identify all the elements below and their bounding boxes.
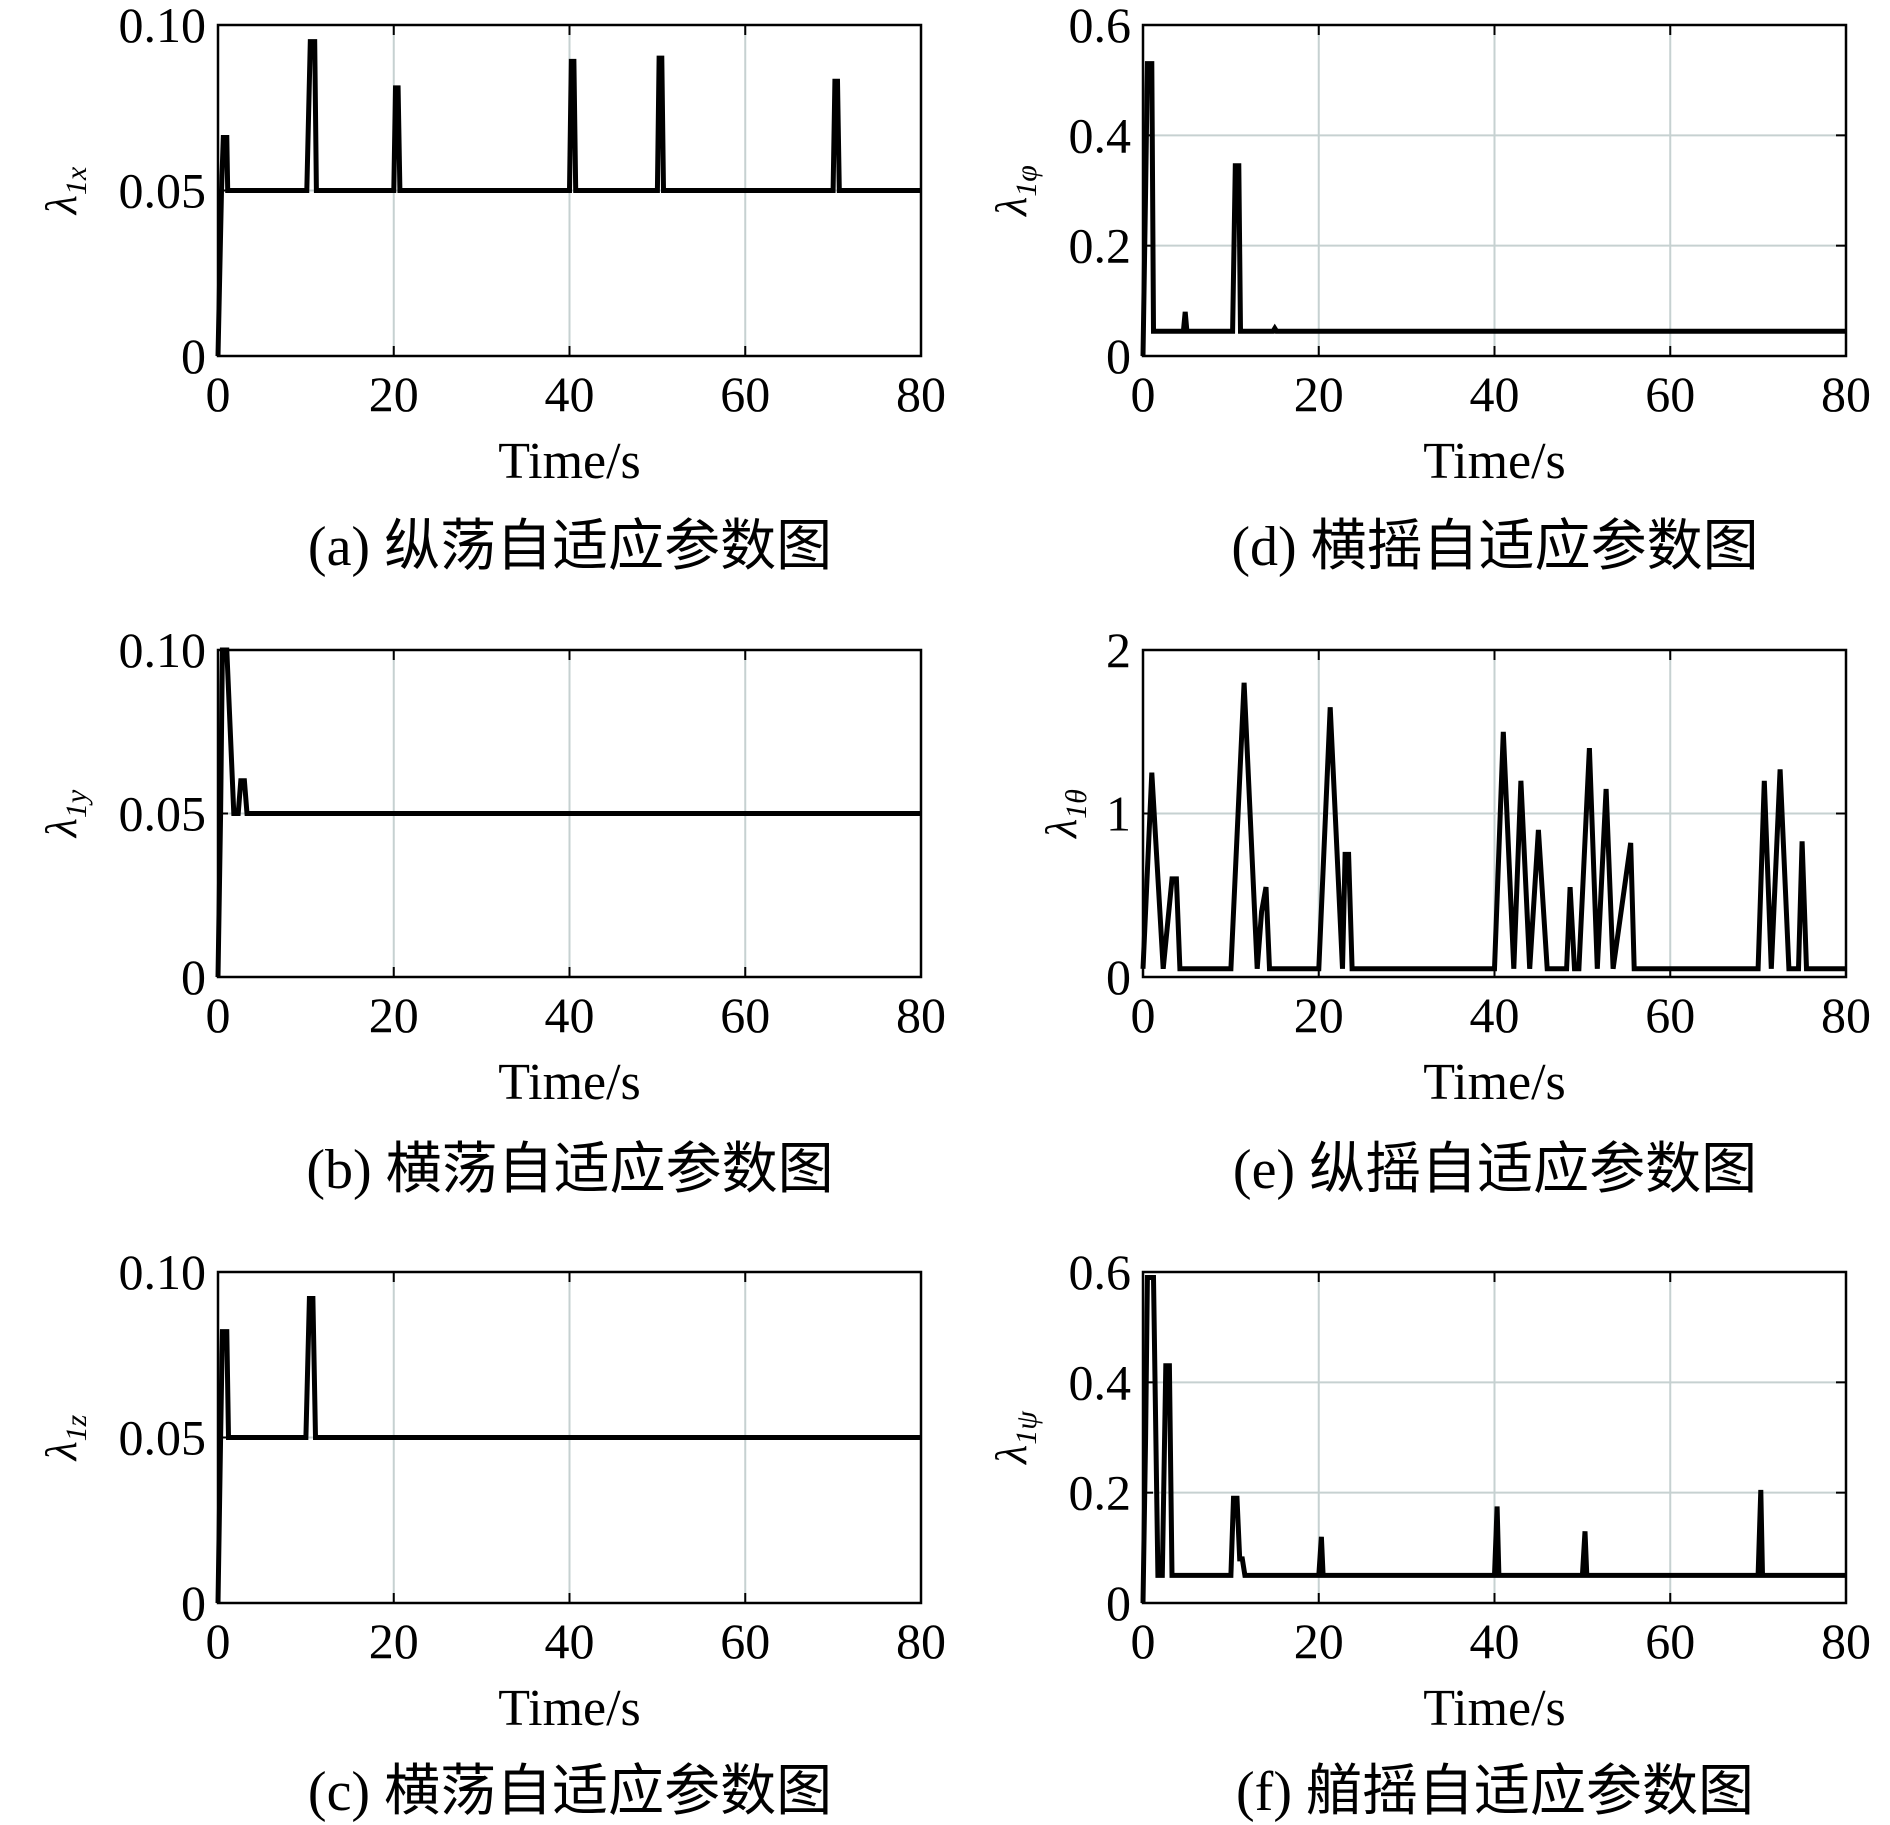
x-tick-label: 40 — [1470, 1613, 1520, 1669]
series-line — [1140, 682, 1846, 972]
y-tick-label: 2 — [1106, 622, 1131, 678]
x-tick-label: 80 — [1821, 987, 1871, 1043]
x-tick-label: 40 — [545, 366, 595, 422]
y-axis-label: λ1x — [37, 166, 93, 216]
y-axis-label-main: λ — [1037, 819, 1086, 840]
y-tick-label: 0 — [1106, 949, 1131, 1005]
x-tick-label: 80 — [1821, 1613, 1871, 1669]
y-axis-label-sub: 1x — [60, 166, 93, 195]
series-line — [215, 39, 921, 357]
caption-roll: (d) 横摇自适应参数图 — [1231, 516, 1758, 578]
x-tick-label: 60 — [1645, 1613, 1695, 1669]
x-axis-label: Time/s — [1423, 1680, 1566, 1737]
x-tick-label: 40 — [1470, 987, 1520, 1043]
y-tick-label: 0.2 — [1069, 1465, 1132, 1521]
x-tick-label: 20 — [1294, 366, 1344, 422]
y-axis-label: λ1y — [37, 789, 93, 839]
y-tick-label: 0.10 — [119, 622, 207, 678]
caption-heave: (c) 横荡自适应参数图 — [308, 1761, 832, 1823]
panel-heave: (c) 横荡自适应参数图 0 20 40 60 80 0 0.05 0.10 Time/s λ1z — [37, 1244, 946, 1823]
y-axis-label-main: λ — [987, 1445, 1036, 1466]
y-tick-label: 0.05 — [119, 163, 207, 219]
panel-surge: (a) 纵荡自适应参数图 0 20 40 60 80 0 0.05 0.10 Time/s λ1x — [37, 0, 946, 578]
caption-yaw: (f) 艏摇自适应参数图 — [1236, 1761, 1754, 1823]
series-line — [215, 1296, 921, 1604]
caption-pitch: (e) 纵摇自适应参数图 — [1233, 1139, 1757, 1201]
y-tick-label: 0.6 — [1069, 0, 1132, 53]
y-axis-label: λ1φ — [987, 165, 1043, 218]
y-tick-label: 0.4 — [1069, 107, 1132, 163]
y-axis-label-sub: 1φ — [1010, 165, 1043, 197]
y-axis-label-main: λ — [37, 195, 86, 216]
x-tick-label: 0 — [1131, 987, 1156, 1043]
x-tick-label: 0 — [1131, 366, 1156, 422]
x-axis-label: Time/s — [498, 433, 641, 490]
y-axis-label-sub: 1ψ — [1010, 1410, 1043, 1445]
y-axis-label: λ1θ — [1037, 789, 1093, 840]
y-tick-label: 0 — [181, 328, 206, 384]
y-tick-label: 0.6 — [1069, 1244, 1132, 1300]
x-tick-label: 80 — [896, 1613, 946, 1669]
x-tick-label: 40 — [1470, 366, 1520, 422]
y-tick-label: 0.05 — [119, 1410, 207, 1466]
x-axis-label: Time/s — [498, 1680, 641, 1737]
y-axis-label-sub: 1θ — [1060, 789, 1093, 819]
caption-surge: (a) 纵荡自适应参数图 — [308, 516, 832, 578]
y-axis-label-main: λ — [37, 818, 86, 839]
y-tick-label: 0.2 — [1069, 218, 1132, 274]
panel-sway: (b) 横荡自适应参数图 0 20 40 60 80 0 0.05 0.10 Time/s λ1y — [37, 622, 946, 1201]
x-tick-label: 60 — [720, 1613, 770, 1669]
series-line — [215, 647, 921, 978]
x-tick-label: 80 — [896, 987, 946, 1043]
y-tick-label: 0 — [1106, 1575, 1131, 1631]
y-tick-label: 0.4 — [1069, 1354, 1132, 1410]
x-tick-label: 0 — [206, 1613, 231, 1669]
x-tick-label: 20 — [369, 1613, 419, 1669]
y-tick-label: 0.10 — [119, 0, 207, 53]
panel-yaw: (f) 艏摇自适应参数图 0 20 40 60 80 0 0.2 0.4 0.6 Time/s λ1… — [987, 1244, 1871, 1823]
x-axis-label: Time/s — [1423, 1054, 1566, 1111]
x-tick-label: 20 — [369, 987, 419, 1043]
caption-sway: (b) 横荡自适应参数图 — [306, 1139, 833, 1201]
x-tick-label: 40 — [545, 987, 595, 1043]
x-tick-label: 80 — [896, 366, 946, 422]
y-axis-label-main: λ — [987, 197, 1036, 218]
x-tick-label: 60 — [1645, 366, 1695, 422]
x-tick-label: 0 — [206, 366, 231, 422]
y-tick-label: 0.05 — [119, 786, 207, 842]
x-tick-label: 20 — [369, 366, 419, 422]
y-tick-label: 0 — [1106, 328, 1131, 384]
x-tick-label: 0 — [1131, 1613, 1156, 1669]
x-axis-label: Time/s — [1423, 433, 1566, 490]
y-axis-label-main: λ — [37, 1441, 86, 1462]
y-axis-label-sub: 1y — [60, 789, 93, 818]
panel-pitch: (e) 纵摇自适应参数图 0 20 40 60 80 0 1 2 Time/s λ1θ — [1037, 622, 1871, 1201]
y-axis-label-sub: 1z — [60, 1414, 93, 1441]
x-tick-label: 0 — [206, 987, 231, 1043]
x-tick-label: 60 — [720, 987, 770, 1043]
x-axis-label: Time/s — [498, 1054, 641, 1111]
series-line — [1140, 61, 1846, 357]
x-tick-label: 20 — [1294, 1613, 1344, 1669]
y-axis-label: λ1ψ — [987, 1410, 1043, 1466]
y-tick-label: 0 — [181, 949, 206, 1005]
x-tick-label: 60 — [720, 366, 770, 422]
panel-roll: (d) 横摇自适应参数图 0 20 40 60 80 0 0.2 0.4 0.6 Time/s λ1… — [987, 0, 1871, 578]
y-tick-label: 1 — [1106, 786, 1131, 842]
x-tick-label: 60 — [1645, 987, 1695, 1043]
x-tick-label: 80 — [1821, 366, 1871, 422]
y-tick-label: 0.10 — [119, 1244, 207, 1300]
x-tick-label: 40 — [545, 1613, 595, 1669]
x-tick-label: 20 — [1294, 987, 1344, 1043]
y-tick-label: 0 — [181, 1575, 206, 1631]
y-axis-label: λ1z — [37, 1414, 93, 1462]
series-line — [1140, 1275, 1846, 1604]
